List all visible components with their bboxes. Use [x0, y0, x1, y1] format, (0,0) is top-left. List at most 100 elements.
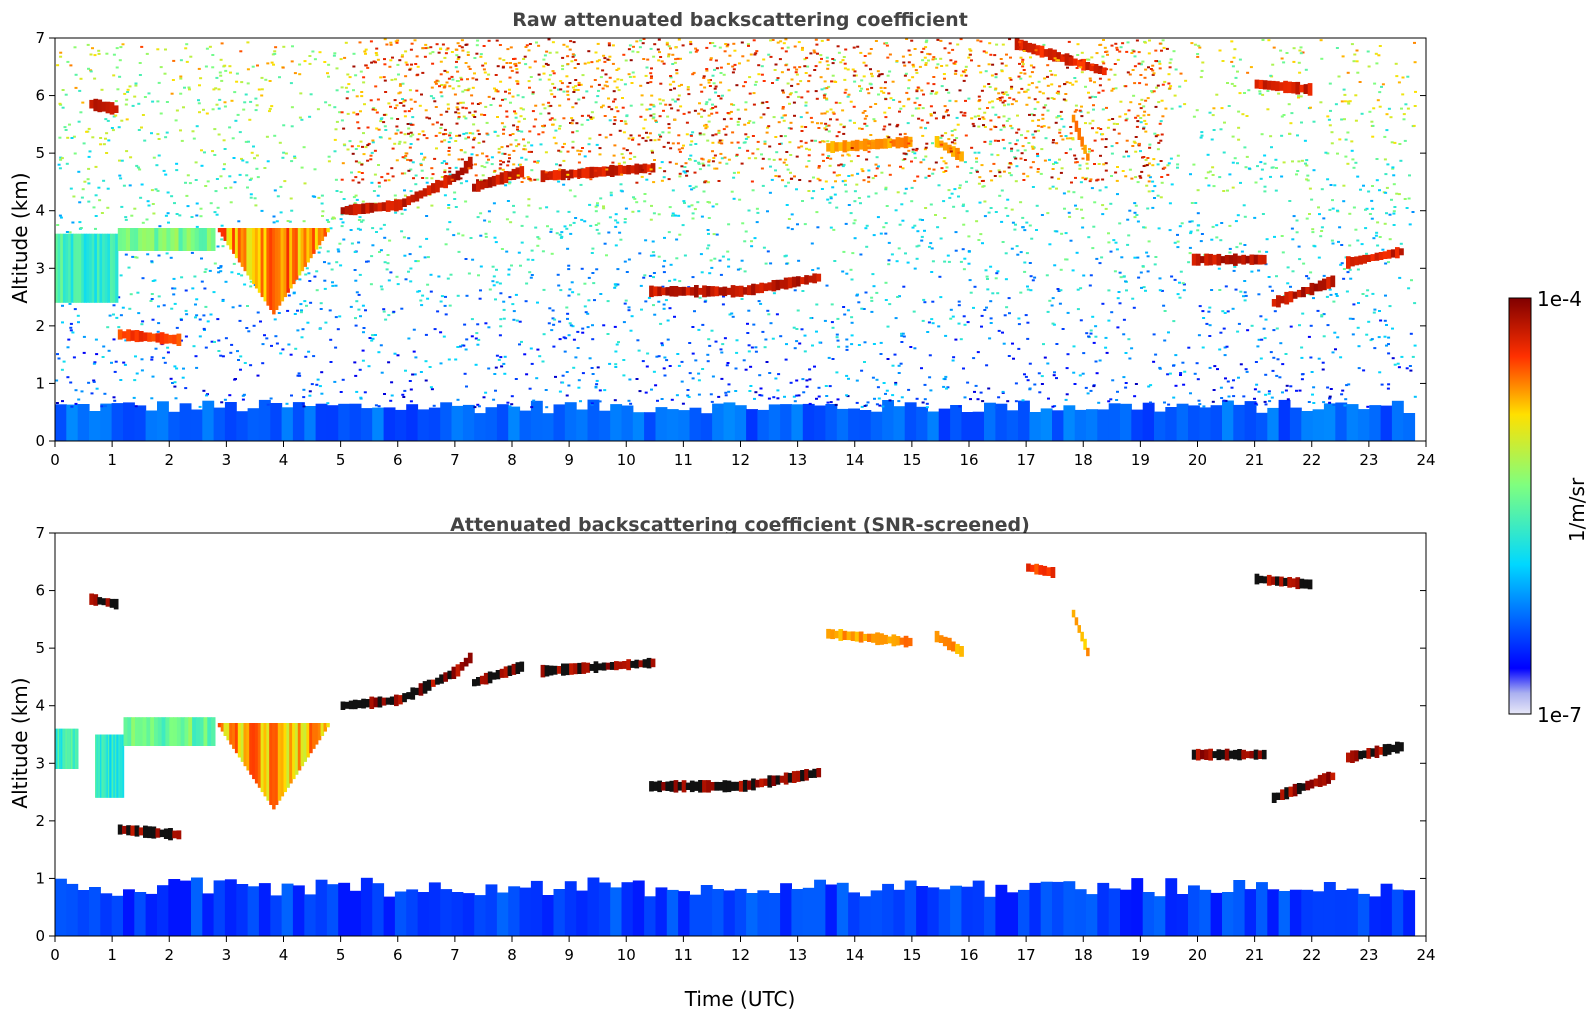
- noise-pixel: [1066, 353, 1070, 356]
- cloud-cell: [1284, 291, 1290, 305]
- noise-pixel: [817, 395, 821, 398]
- noise-pixel: [583, 220, 587, 223]
- noise-pixel: [649, 47, 653, 50]
- noise-pixel: [561, 68, 565, 71]
- noise-pixel: [74, 389, 78, 392]
- noise-pixel: [609, 194, 613, 197]
- cloud-cell: [326, 228, 330, 233]
- noise-pixel: [1025, 103, 1029, 106]
- noise-pixel: [1127, 109, 1131, 112]
- noise-pixel: [197, 99, 200, 102]
- noise-pixel: [826, 401, 830, 404]
- noise-pixel: [119, 274, 123, 277]
- noise-pixel: [890, 253, 894, 256]
- noise-pixel: [340, 119, 344, 122]
- noise-pixel: [565, 75, 569, 78]
- noise-pixel: [1088, 284, 1092, 287]
- noise-pixel: [1010, 147, 1014, 150]
- noise-pixel: [146, 253, 150, 256]
- noise-pixel: [602, 205, 605, 208]
- noise-pixel: [562, 336, 566, 339]
- noise-pixel: [786, 82, 790, 85]
- noise-pixel: [1336, 152, 1339, 155]
- noise-pixel: [520, 130, 524, 133]
- noise-pixel: [1107, 289, 1111, 292]
- noise-pixel: [382, 113, 386, 116]
- noise-pixel: [1104, 169, 1108, 172]
- noise-pixel: [915, 71, 919, 74]
- noise-pixel: [59, 55, 63, 58]
- noise-pixel: [454, 66, 458, 69]
- cloud-cell: [1291, 82, 1296, 94]
- noise-pixel: [1391, 327, 1394, 330]
- noise-pixel: [590, 402, 594, 405]
- noise-pixel: [415, 55, 419, 58]
- noise-pixel: [320, 371, 324, 374]
- noise-pixel: [597, 222, 601, 225]
- noise-pixel: [1037, 129, 1040, 132]
- noise-pixel: [94, 194, 98, 197]
- noise-pixel: [1340, 118, 1344, 121]
- noise-pixel: [544, 151, 548, 154]
- cloud-cell: [903, 136, 909, 149]
- noise-pixel: [784, 358, 788, 361]
- noise-pixel: [580, 218, 584, 221]
- noise-pixel: [1403, 198, 1407, 200]
- noise-pixel: [754, 346, 758, 349]
- noise-pixel: [711, 375, 715, 378]
- noise-pixel: [430, 204, 434, 207]
- noise-pixel: [379, 344, 383, 347]
- noise-pixel: [1289, 325, 1293, 328]
- noise-pixel: [1373, 308, 1377, 311]
- noise-pixel: [92, 379, 96, 382]
- noise-pixel: [305, 304, 308, 307]
- noise-pixel: [115, 47, 119, 50]
- cloud-cell: [1220, 256, 1226, 264]
- noise-pixel: [590, 367, 594, 369]
- noise-pixel: [221, 355, 225, 358]
- cloud-cell: [226, 228, 230, 246]
- noise-pixel: [783, 395, 786, 398]
- noise-pixel: [1086, 167, 1089, 170]
- noise-pixel: [536, 236, 540, 239]
- noise-pixel: [246, 68, 250, 71]
- noise-pixel: [820, 39, 824, 42]
- noise-pixel: [1383, 319, 1387, 322]
- noise-pixel: [64, 93, 68, 96]
- noise-pixel: [1057, 290, 1061, 292]
- noise-pixel: [135, 164, 139, 167]
- noise-pixel: [937, 184, 941, 187]
- noise-pixel: [1273, 235, 1276, 238]
- noise-pixel: [1007, 355, 1011, 357]
- noise-pixel: [1260, 338, 1264, 341]
- noise-pixel: [1243, 92, 1246, 94]
- noise-pixel: [978, 117, 981, 120]
- noise-pixel: [1162, 304, 1166, 307]
- noise-pixel: [1116, 166, 1119, 168]
- noise-pixel: [454, 140, 458, 142]
- noise-pixel: [121, 43, 125, 46]
- noise-pixel: [92, 206, 96, 209]
- noise-pixel: [508, 134, 512, 137]
- noise-pixel: [186, 174, 190, 177]
- noise-pixel: [691, 131, 695, 134]
- noise-pixel: [315, 270, 319, 273]
- noise-pixel: [688, 372, 692, 375]
- noise-pixel: [138, 168, 142, 171]
- noise-pixel: [357, 241, 361, 244]
- noise-pixel: [327, 160, 331, 163]
- noise-pixel: [482, 396, 486, 399]
- noise-pixel: [1017, 91, 1021, 94]
- noise-pixel: [997, 169, 1001, 172]
- noise-pixel: [1173, 94, 1177, 97]
- noise-pixel: [61, 304, 64, 307]
- noise-pixel: [863, 361, 866, 363]
- noise-pixel: [986, 278, 989, 280]
- noise-pixel: [81, 101, 85, 104]
- noise-pixel: [1051, 168, 1055, 170]
- noise-pixel: [982, 185, 986, 188]
- noise-pixel: [131, 255, 135, 258]
- noise-pixel: [1377, 336, 1381, 339]
- noise-pixel: [995, 43, 999, 46]
- aerosol-cell: [96, 233, 101, 303]
